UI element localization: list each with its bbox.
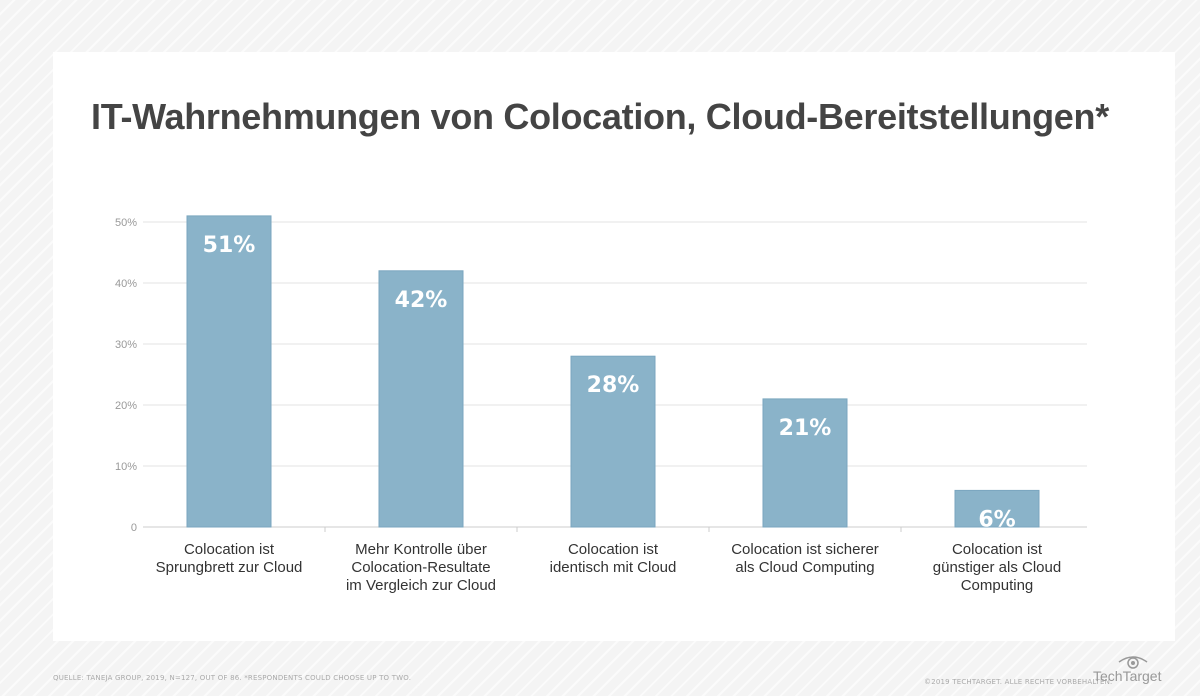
y-tick-label: 40% — [115, 278, 137, 290]
data-label: 6% — [978, 507, 1015, 532]
data-label: 21% — [779, 416, 832, 441]
bar — [762, 398, 848, 528]
bar — [570, 355, 656, 528]
y-tick-label: 10% — [115, 461, 137, 473]
data-label: 42% — [395, 288, 448, 313]
data-label: 51% — [203, 233, 256, 258]
x-category-label: Colocation ist günstiger als Cloud Compu… — [932, 541, 1062, 594]
y-tick-label: 50% — [115, 217, 137, 229]
source-note: QUELLE: TANEJA GROUP, 2019, N=127, OUT O… — [53, 674, 412, 682]
x-category-label: Colocation ist identisch mit Cloud — [549, 541, 677, 576]
eye-icon — [1118, 656, 1148, 669]
chart-title: IT-Wahrnehmungen von Colocation, Cloud-B… — [91, 96, 1109, 137]
x-category-label: Colocation ist sicherer als Cloud Comput… — [731, 541, 879, 576]
techtarget-logo: TechTarget — [1093, 652, 1161, 688]
y-tick-label: 0 — [131, 522, 137, 534]
y-tick-label: 30% — [115, 339, 137, 351]
bar — [186, 215, 272, 528]
bar — [378, 270, 464, 528]
bar — [954, 489, 1040, 528]
x-category-label: Colocation ist Sprungbrett zur Cloud — [155, 541, 303, 576]
x-category-label: Mehr Kontrolle über Colocation-Resultate… — [345, 541, 497, 594]
y-tick-label: 20% — [115, 400, 137, 412]
data-label: 28% — [587, 373, 640, 398]
copyright: ©2019 TECHTARGET. ALLE RECHTE VORBEHALTE… — [924, 678, 1113, 686]
